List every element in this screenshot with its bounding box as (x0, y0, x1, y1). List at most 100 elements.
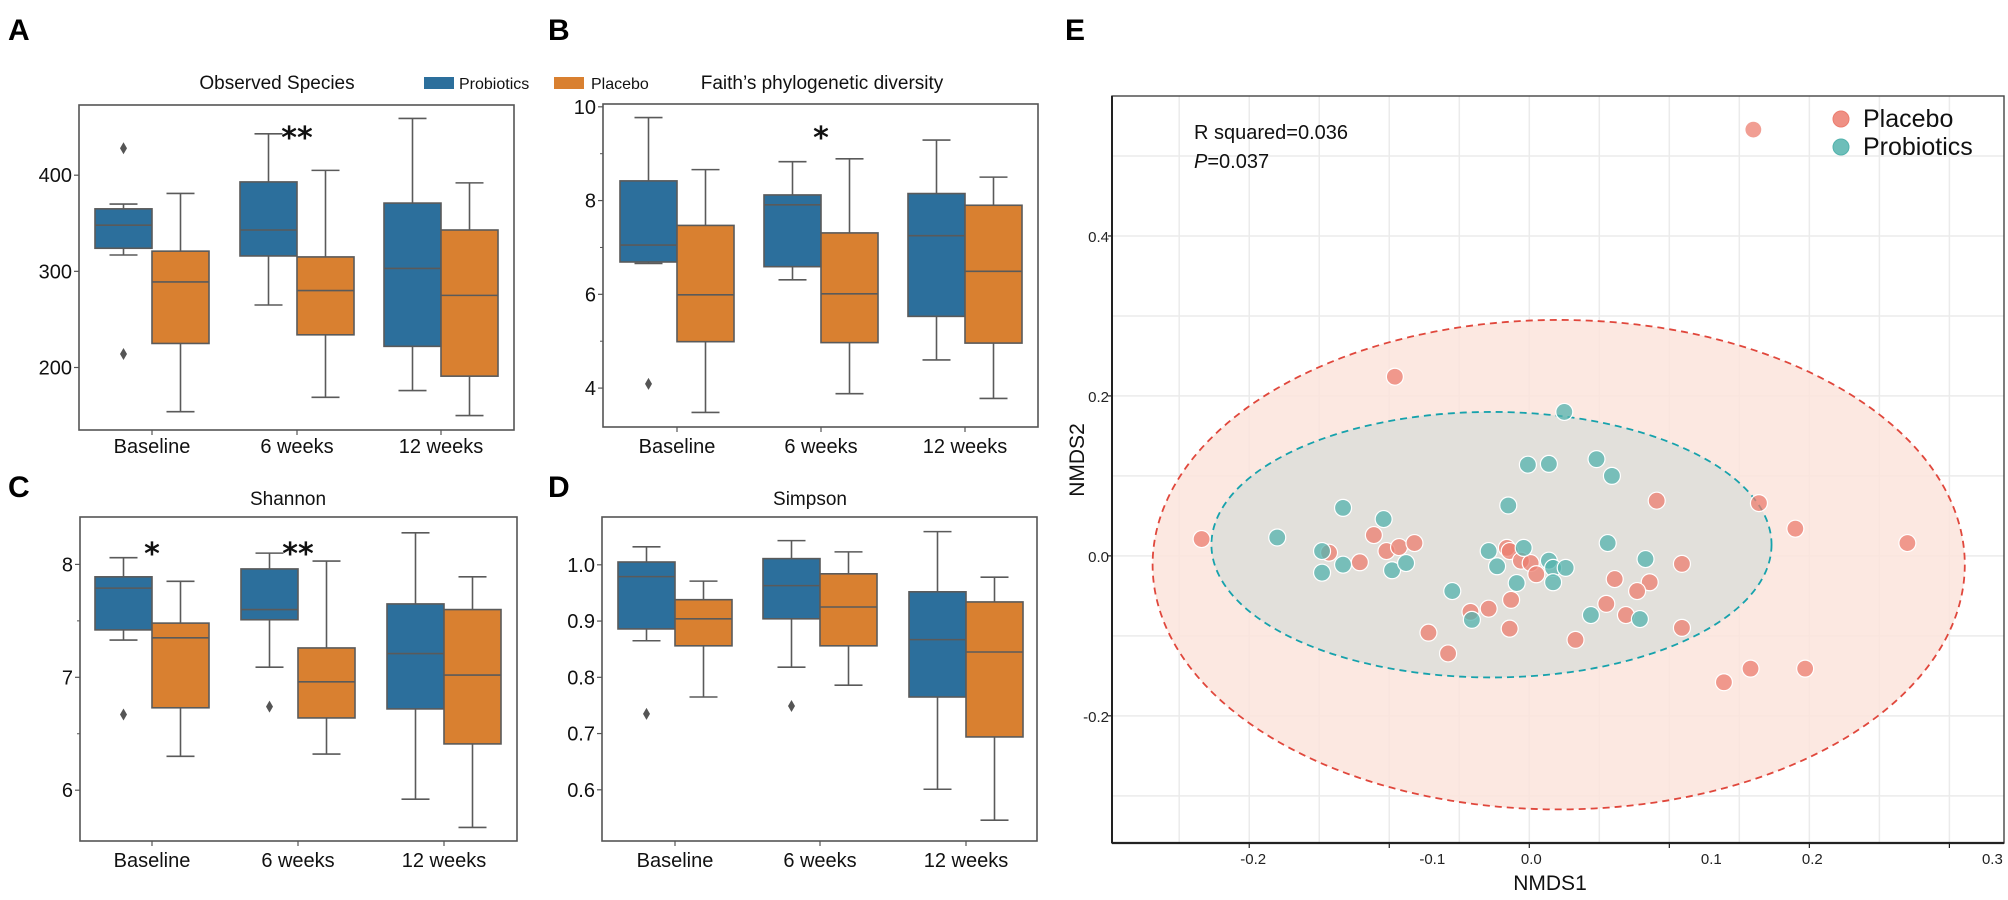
x-tick-label: Baseline (114, 850, 191, 872)
x-tick-label: Baseline (114, 436, 191, 458)
point-placebo (1364, 525, 1383, 545)
nmds-legend: Placebo Probiotics (1832, 105, 1973, 161)
box-probiotics (617, 546, 676, 720)
point-probiotics (1462, 610, 1481, 629)
panel-letter-c: C (8, 471, 30, 504)
y-tick-label: 0.6 (567, 780, 595, 802)
point-probiotics (1443, 581, 1462, 601)
panel-letter-b: B (548, 14, 570, 47)
panel-letter-d: D (548, 471, 570, 504)
x-tick-label: Baseline (637, 850, 714, 872)
point-probiotics (1539, 454, 1558, 474)
outlier-marker (643, 707, 650, 720)
y-tick-label: 0.0 (1088, 549, 1109, 566)
point-probiotics (1587, 450, 1606, 469)
point-placebo (1796, 659, 1815, 678)
point-probiotics (1268, 528, 1287, 547)
point-probiotics (1312, 541, 1332, 561)
box-probiotics (386, 532, 445, 801)
x-tick-label: 6 weeks (260, 436, 333, 458)
y-tick-label: 1.0 (567, 555, 595, 577)
point-probiotics (1556, 558, 1575, 577)
x-tick-label: 12 weeks (924, 850, 1009, 872)
point-placebo (1419, 623, 1438, 642)
significance-marker: * (144, 537, 160, 572)
box-probiotics (240, 552, 299, 713)
y-tick-label: 0.8 (567, 667, 595, 689)
legend-label-probiotics: Probiotics (459, 76, 529, 93)
legend-swatch-placebo (554, 77, 584, 89)
point-probiotics (1487, 557, 1507, 576)
iqr-box (762, 557, 821, 620)
point-placebo (1744, 120, 1763, 139)
y-tick-label: 0.4 (1088, 229, 1109, 246)
point-placebo (1605, 569, 1624, 589)
point-probiotics (1555, 402, 1574, 422)
point-placebo (1389, 537, 1409, 557)
panel-b-title: Faith’s phylogenetic diversity (701, 73, 944, 94)
boxplot-legend: Probiotics Placebo (424, 76, 649, 93)
point-probiotics (1518, 455, 1537, 474)
x-axis-title-nmds1: NMDS1 (1513, 872, 1587, 895)
legend-label-placebo-nmds: Placebo (1863, 105, 1953, 133)
y-tick-label: 6 (585, 284, 596, 306)
p-symbol: P (1194, 151, 1208, 173)
point-placebo (1438, 644, 1458, 663)
point-probiotics (1333, 498, 1353, 517)
box-placebo (297, 560, 356, 755)
iqr-box (94, 208, 153, 250)
point-placebo (1500, 619, 1519, 638)
x-tick-label: 0.1 (1701, 851, 1722, 868)
iqr-box (151, 622, 210, 709)
outlier-marker (645, 377, 652, 390)
panel-a-observed-species: 200 300 400 Baseline 6 weeks ** 12 weeks (39, 104, 515, 458)
point-probiotics (1630, 609, 1650, 629)
point-placebo (1566, 630, 1585, 649)
point-probiotics (1374, 509, 1393, 529)
x-tick-label: 12 weeks (402, 850, 487, 872)
point-probiotics (1602, 466, 1622, 485)
panel-d-title: Simpson (773, 489, 847, 510)
iqr-box (443, 608, 502, 745)
significance-marker: ** (282, 537, 314, 572)
y-tick-label: 10 (574, 97, 596, 119)
point-placebo (1714, 673, 1734, 692)
point-placebo (1786, 519, 1805, 538)
x-tick-label: Baseline (639, 436, 716, 458)
y-tick-label: 200 (39, 358, 72, 380)
point-placebo (1898, 533, 1917, 553)
box-placebo (674, 580, 733, 698)
box-probiotics (908, 530, 967, 791)
y-tick-label: 0.2 (1088, 389, 1109, 406)
box-placebo (151, 192, 210, 413)
x-tick-label: 0.0 (1521, 851, 1542, 868)
point-probiotics (1396, 553, 1416, 573)
point-placebo (1350, 553, 1369, 572)
legend-label-placebo: Placebo (591, 76, 649, 93)
point-placebo (1741, 659, 1760, 678)
point-placebo (1672, 618, 1692, 637)
significance-marker: ** (281, 121, 313, 156)
point-probiotics (1598, 533, 1617, 553)
point-placebo (1479, 599, 1498, 618)
iqr-box (151, 250, 210, 345)
point-probiotics (1581, 605, 1601, 625)
x-tick-label: 6 weeks (783, 850, 856, 872)
box-placebo (965, 576, 1024, 821)
outlier-marker (120, 348, 127, 361)
y-tick-label: 0.7 (567, 724, 595, 746)
panel-e-nmds: -0.2 -0.1 0.0 0.1 0.2 0.3 -0.2 0.0 0.2 0.4 (1083, 95, 2005, 868)
box-placebo (820, 158, 879, 395)
legend-swatch-probiotics (424, 77, 454, 89)
outlier-marker (120, 708, 127, 721)
significance-marker: * (813, 121, 829, 156)
x-tick-label: 6 weeks (261, 850, 334, 872)
x-tick-label: 12 weeks (923, 436, 1008, 458)
iqr-box (908, 591, 967, 698)
y-axis-title-nmds2: NMDS2 (1066, 423, 1089, 497)
outlier-marker (120, 142, 127, 155)
box-probiotics (763, 160, 822, 281)
iqr-box (676, 224, 735, 343)
panel-d-simpson: 0.6 0.7 0.8 0.9 1.0 Baseline 6 weeks 12 weeks (567, 516, 1038, 872)
r-squared-annotation: R squared=0.036 (1194, 122, 1348, 144)
